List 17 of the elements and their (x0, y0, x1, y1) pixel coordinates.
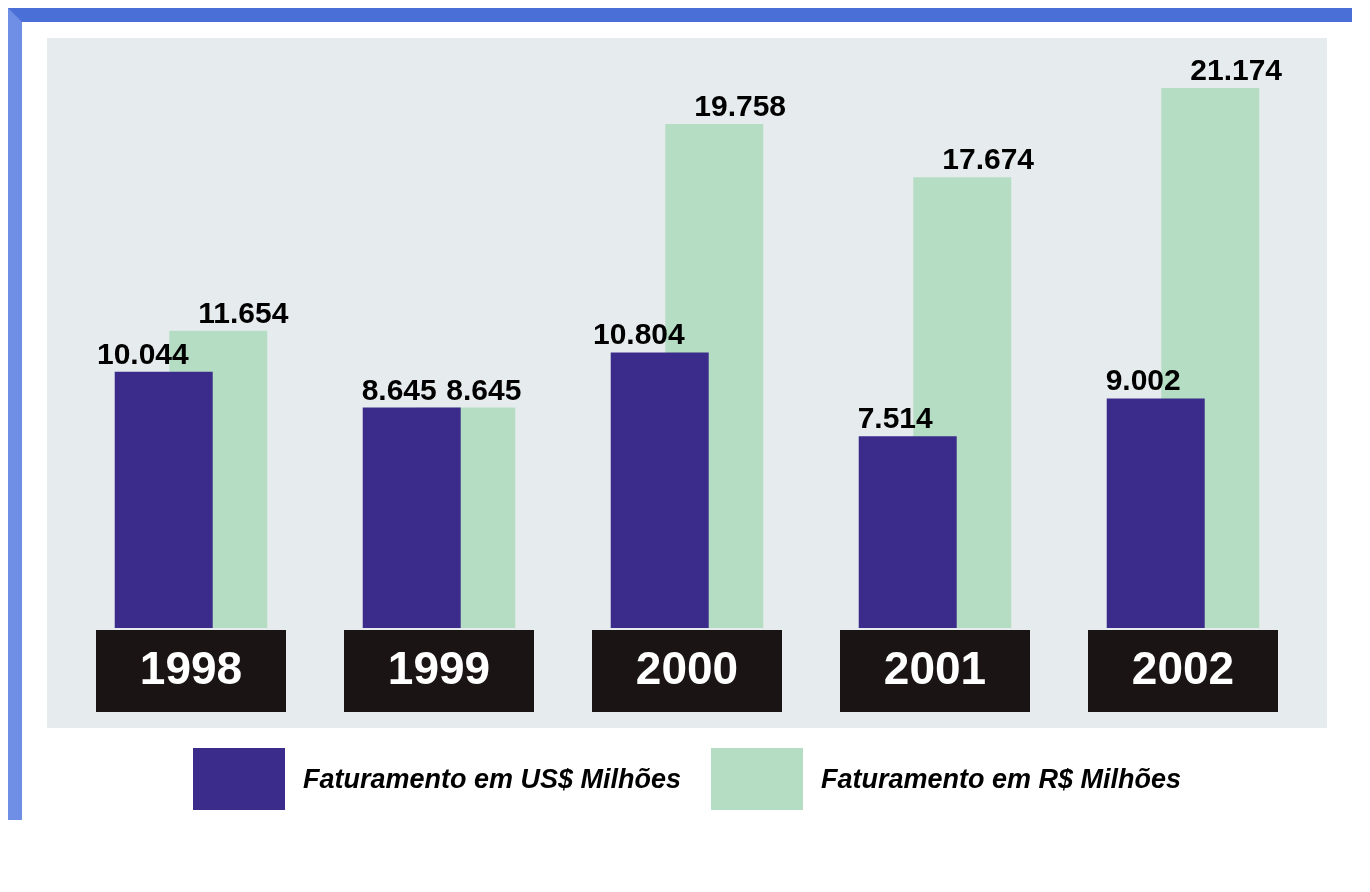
data-label: 9.002 (1105, 363, 1181, 397)
data-label: 7.514 (857, 401, 934, 435)
data-label: 11.654 (198, 295, 289, 329)
x-tick-label: 2001 (883, 642, 987, 694)
x-tick-label: 2000 (635, 642, 739, 694)
data-label: 10.804 (592, 317, 686, 351)
data-label: 17.674 (942, 142, 1035, 176)
data-label: 21.174 (1190, 53, 1283, 86)
legend-label: Faturamento em R$ Milhões (821, 763, 1182, 795)
data-label: 19.758 (694, 89, 787, 123)
x-tick-label: 1999 (387, 642, 491, 694)
data-label: 8.645 (446, 372, 522, 406)
data-label: 8.645 (361, 372, 437, 406)
x-tick-label: 1998 (139, 642, 243, 694)
x-tick-label: 2002 (1131, 642, 1235, 694)
legend-label: Faturamento em US$ Milhões (302, 763, 681, 795)
data-label: 10.044 (96, 336, 190, 370)
